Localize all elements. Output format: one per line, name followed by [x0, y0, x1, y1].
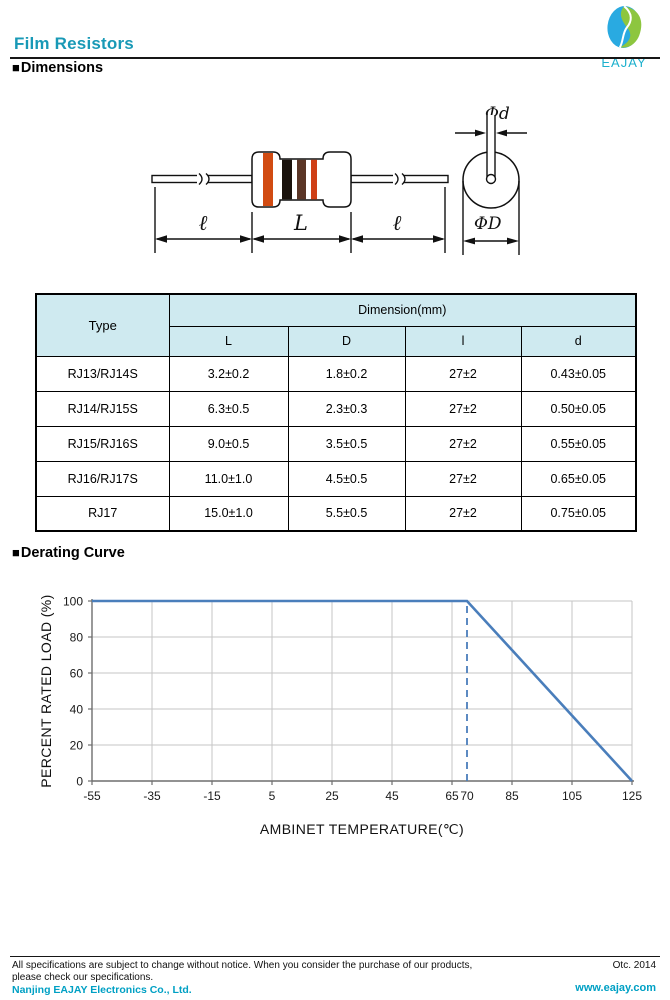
cell-D: 2.3±0.3	[287, 390, 406, 427]
table-row: RJ17 15.0±1.0 5.5±0.5 27±2 0.75±0.05	[35, 495, 637, 532]
cell-type: RJ15/RJ16S	[35, 425, 170, 462]
cell-l: 27±2	[404, 495, 522, 532]
y-tick-label: 80	[70, 631, 84, 645]
cell-type: RJ17	[35, 495, 170, 532]
x-axis-title: AMBINET TEMPERATURE(℃)	[260, 821, 464, 837]
cell-d: 0.55±0.05	[520, 425, 637, 462]
cell-d: 0.65±0.05	[520, 460, 637, 497]
cell-l: 27±2	[404, 355, 522, 392]
x-tick-label: 25	[325, 789, 339, 803]
x-tick-label: 85	[505, 789, 519, 803]
col-header-d: d	[520, 325, 637, 357]
footer-website: www.eajay.com	[575, 982, 656, 994]
footer-disclaimer: All specifications are subject to change…	[12, 960, 472, 984]
color-band-3	[297, 159, 306, 200]
footer-company-name: Nanjing EAJAY Electronics Co., Ltd.	[12, 984, 192, 996]
cell-D: 3.5±0.5	[287, 425, 406, 462]
col-header-l: l	[404, 325, 522, 357]
x-tick-label: 125	[622, 789, 642, 803]
x-tick-label: 45	[385, 789, 399, 803]
table-row: RJ13/RJ14S 3.2±0.2 1.8±0.2 27±2 0.43±0.0…	[35, 355, 637, 392]
header-divider	[10, 57, 660, 59]
y-tick-label: 20	[70, 739, 84, 753]
x-tick-label: 65	[445, 789, 459, 803]
x-tick-label: -55	[83, 789, 101, 803]
derating-curve-chart: -55 -35 -15 5 25 45 65 85 105 125 70 0 20 40 60 80 100 AM…	[38, 594, 642, 837]
x-tick-label: -15	[203, 789, 221, 803]
footer-disclaimer-line1: All specifications are subject to change…	[12, 960, 473, 971]
y-tick-label: 40	[70, 703, 84, 717]
cell-d: 0.75±0.05	[520, 495, 637, 532]
cell-l: 27±2	[404, 390, 522, 427]
cell-L: 11.0±1.0	[168, 460, 289, 497]
body-diameter-label: ΦD	[474, 214, 502, 234]
page-title: Film Resistors	[14, 34, 134, 53]
lead-length-label-right: ℓ	[393, 211, 402, 235]
section-label: Dimensions	[20, 60, 104, 76]
y-tick-label: 60	[70, 667, 84, 681]
square-bullet-icon: ■	[12, 60, 20, 75]
section-heading-dimensions: ■Dimensions	[12, 60, 103, 76]
square-bullet-icon: ■	[12, 545, 20, 560]
cell-d: 0.50±0.05	[520, 390, 637, 427]
dimensions-table: Type Dimension(mm) L D l d RJ13/RJ14S 3.…	[35, 293, 638, 532]
color-band-2	[282, 159, 292, 200]
table-row: RJ14/RJ15S 6.3±0.5 2.3±0.3 27±2 0.50±0.0…	[35, 390, 637, 427]
cell-L: 9.0±0.5	[168, 425, 289, 462]
x-tick-label: 105	[562, 789, 582, 803]
left-lead	[151, 172, 253, 186]
color-band-1	[263, 153, 273, 206]
derating-line	[92, 599, 633, 782]
col-header-type: Type	[35, 293, 170, 357]
x-tick-label: 70	[460, 789, 474, 803]
color-band-4	[311, 159, 317, 200]
cell-L: 15.0±1.0	[168, 495, 289, 532]
table-row: RJ16/RJ17S 11.0±1.0 4.5±0.5 27±2 0.65±0.…	[35, 460, 637, 497]
cell-D: 1.8±0.2	[287, 355, 406, 392]
lead-length-label-left: ℓ	[199, 211, 208, 235]
x-tick-label: -35	[143, 789, 161, 803]
y-tick-label: 100	[63, 595, 83, 609]
company-logo: EAJAY	[592, 4, 656, 70]
y-tick-label: 0	[76, 775, 83, 789]
cell-D: 4.5±0.5	[287, 460, 406, 497]
resistor-dimension-drawing: ℓ L ℓ Φd ΦD	[151, 104, 527, 255]
logo-mark-icon	[607, 5, 642, 48]
cell-type: RJ16/RJ17S	[35, 460, 170, 497]
col-header-L: L	[168, 325, 289, 357]
footer-date: Otc. 2014	[612, 960, 656, 971]
col-header-D: D	[287, 325, 406, 357]
footer-divider	[10, 956, 660, 957]
cell-type: RJ13/RJ14S	[35, 355, 170, 392]
resistor-end-view: Φd ΦD	[455, 104, 527, 255]
length-dimension-lines: ℓ L ℓ	[154, 187, 446, 253]
cell-type: RJ14/RJ15S	[35, 390, 170, 427]
cell-D: 5.5±0.5	[287, 495, 406, 532]
cell-L: 3.2±0.2	[168, 355, 289, 392]
cell-L: 6.3±0.5	[168, 390, 289, 427]
cell-l: 27±2	[404, 460, 522, 497]
right-lead	[350, 172, 449, 186]
section-label: Derating Curve	[20, 545, 125, 561]
col-group-header-dimension: Dimension(mm)	[168, 293, 637, 327]
cell-l: 27±2	[404, 425, 522, 462]
section-heading-derating-curve: ■Derating Curve	[12, 545, 125, 561]
y-axis-title: PERCENT RATED LOAD (%)	[38, 594, 54, 787]
table-row: RJ15/RJ16S 9.0±0.5 3.5±0.5 27±2 0.55±0.0…	[35, 425, 637, 462]
x-tick-label: 5	[269, 789, 276, 803]
body-length-label: L	[293, 211, 308, 235]
resistor-body	[251, 151, 352, 208]
footer-disclaimer-line2: please check our specifications.	[12, 972, 154, 983]
cell-d: 0.43±0.05	[520, 355, 637, 392]
